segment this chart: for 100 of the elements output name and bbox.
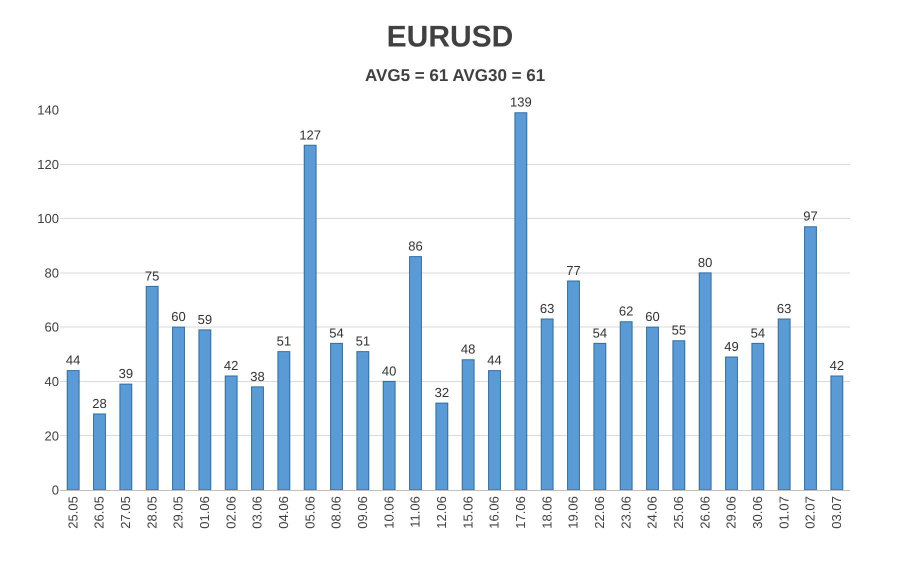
bar xyxy=(804,226,817,490)
data-label: 139 xyxy=(510,94,532,110)
bar xyxy=(751,342,764,490)
x-tick-label: 08.06 xyxy=(328,496,344,529)
data-label: 75 xyxy=(144,268,160,284)
bar xyxy=(620,321,633,490)
data-label: 39 xyxy=(118,366,134,382)
bar xyxy=(514,112,528,490)
bar xyxy=(93,414,106,490)
chart-subtitle: AVG5 = 61 AVG30 = 61 xyxy=(365,66,546,85)
data-label: 28 xyxy=(92,396,107,411)
data-label: 63 xyxy=(776,301,792,316)
data-label: 60 xyxy=(645,309,660,324)
x-tick-label: 05.06 xyxy=(302,496,318,529)
data-label: 44 xyxy=(487,352,502,368)
x-tick-label: 23.06 xyxy=(618,496,634,529)
bar xyxy=(119,384,132,490)
bar xyxy=(725,356,738,490)
y-tick-label: 60 xyxy=(44,320,59,335)
bar xyxy=(409,256,422,490)
bar xyxy=(672,340,686,490)
bar xyxy=(540,318,554,490)
bar xyxy=(830,376,844,490)
bar xyxy=(488,370,501,490)
bar xyxy=(698,272,712,490)
bar xyxy=(251,386,264,490)
y-tick-label: 40 xyxy=(44,374,59,389)
data-label: 62 xyxy=(618,304,634,319)
x-tick-label: 25.05 xyxy=(65,496,80,529)
data-label: 51 xyxy=(356,334,370,349)
bar xyxy=(330,342,343,490)
bar xyxy=(435,402,448,490)
bar xyxy=(778,318,791,490)
y-tick-label: 140 xyxy=(37,102,59,118)
data-label: 86 xyxy=(408,238,423,254)
bar xyxy=(224,376,238,490)
x-tick-label: 02.07 xyxy=(802,496,818,529)
y-tick-label: 120 xyxy=(37,156,59,172)
x-tick-label: 11.06 xyxy=(408,496,423,528)
data-label: 97 xyxy=(803,208,818,224)
data-label: 60 xyxy=(171,309,186,324)
bar xyxy=(593,342,606,490)
data-label: 127 xyxy=(299,127,322,142)
x-tick-label: 27.05 xyxy=(118,496,134,529)
data-label: 40 xyxy=(382,363,396,378)
x-tick-label: 01.06 xyxy=(197,496,212,529)
bar xyxy=(646,326,659,490)
bar xyxy=(382,380,396,490)
x-tick-label: 25.06 xyxy=(671,496,686,529)
x-tick-label: 30.06 xyxy=(750,496,766,529)
chart-title: EURUSD xyxy=(386,20,514,54)
bar xyxy=(567,280,580,490)
data-label: 42 xyxy=(224,358,238,373)
data-label: 55 xyxy=(672,322,686,338)
x-tick-label: 12.06 xyxy=(434,496,450,529)
x-tick-label: 24.06 xyxy=(644,496,660,529)
y-tick-label: 80 xyxy=(44,265,59,280)
x-tick-label: 16.06 xyxy=(486,496,502,529)
data-label: 54 xyxy=(750,325,766,340)
x-tick-label: 18.06 xyxy=(539,496,554,529)
data-label: 42 xyxy=(830,358,844,373)
bar xyxy=(356,351,370,490)
bar xyxy=(198,329,212,490)
data-label: 54 xyxy=(592,325,608,340)
x-tick-label: 26.06 xyxy=(697,496,712,529)
x-tick-label: 15.06 xyxy=(460,496,476,529)
x-tick-label: 02.06 xyxy=(223,496,238,529)
x-tick-label: 28.05 xyxy=(144,496,160,529)
x-tick-label: 03.07 xyxy=(829,496,844,529)
data-label: 77 xyxy=(566,263,581,278)
x-tick-label: 17.06 xyxy=(513,496,528,529)
bar xyxy=(462,359,475,490)
x-tick-label: 01.07 xyxy=(776,496,792,529)
data-label: 44 xyxy=(66,352,80,368)
x-tick-label: 19.06 xyxy=(566,496,581,529)
x-tick-label: 29.05 xyxy=(170,496,186,529)
bar xyxy=(277,351,290,490)
data-label: 51 xyxy=(276,334,292,349)
bar xyxy=(172,326,185,490)
y-tick-label: 20 xyxy=(44,428,59,444)
x-tick-label: 22.06 xyxy=(592,496,608,529)
x-tick-label: 04.06 xyxy=(276,496,292,529)
x-tick-label: 10.06 xyxy=(381,496,396,529)
data-label: 59 xyxy=(198,312,212,327)
data-label: 38 xyxy=(250,368,265,384)
x-tick-label: 03.06 xyxy=(250,496,265,529)
data-label: 80 xyxy=(698,254,712,270)
data-label: 32 xyxy=(434,385,450,400)
bar xyxy=(146,286,159,490)
x-tick-label: 29.06 xyxy=(724,496,739,529)
data-label: 63 xyxy=(540,301,554,316)
x-tick-label: 09.06 xyxy=(355,496,370,529)
x-tick-label: 26.05 xyxy=(92,496,107,529)
data-label: 54 xyxy=(329,325,344,340)
data-label: 49 xyxy=(724,339,739,354)
y-tick-label: 100 xyxy=(37,211,59,226)
bar xyxy=(304,144,317,490)
bar xyxy=(66,370,80,490)
y-tick-label: 0 xyxy=(52,482,59,498)
data-label: 48 xyxy=(460,342,476,357)
